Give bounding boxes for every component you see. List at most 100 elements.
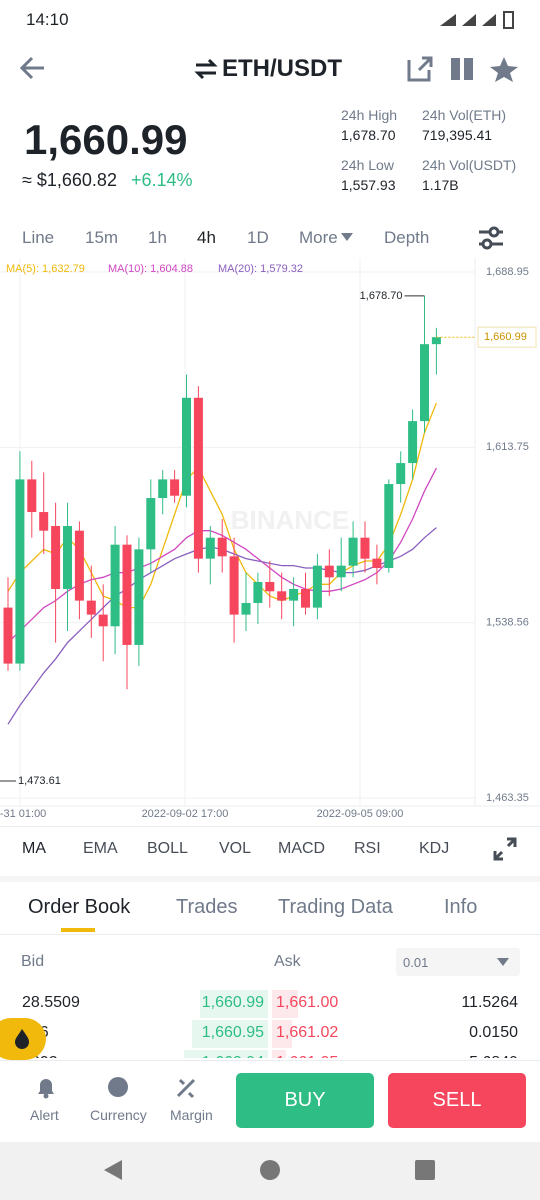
tab-indicator (61, 928, 95, 932)
candle-body (277, 591, 287, 601)
candle-body (372, 558, 382, 568)
candle-body (431, 337, 441, 345)
candle-body (193, 397, 203, 559)
status-time: 14:10 (26, 10, 69, 29)
candle-body (265, 581, 275, 592)
step-select[interactable]: 0.01 (396, 948, 520, 976)
candle-body (229, 556, 239, 615)
interval-tab[interactable]: More (299, 228, 338, 247)
legend-entry: MA(10): 1,604.88 (108, 263, 193, 275)
action-icons (38, 1077, 196, 1099)
book-tab[interactable]: Order Book (28, 896, 131, 918)
candle-body (253, 581, 263, 603)
ask-price: 1,661.02 (276, 1024, 339, 1041)
stat-label: 24h High (341, 107, 398, 123)
book-tab[interactable]: Trades (176, 896, 238, 918)
indicator-tab[interactable]: MACD (278, 840, 326, 857)
divider (0, 876, 540, 882)
y-tick-label: 1,613.75 (486, 441, 529, 453)
legend-entry: MA(20): 1,579.32 (218, 263, 303, 275)
fiat-price: ≈ $1,660.82 (22, 170, 117, 190)
nav-back[interactable] (104, 1160, 122, 1180)
indicator-tab[interactable]: KDJ (419, 840, 450, 857)
interval-tab[interactable]: Line (22, 228, 55, 247)
ask-price: 1,661.05 (276, 1054, 338, 1058)
sell-button[interactable]: SELL (388, 1073, 526, 1128)
swap-icon[interactable] (194, 58, 218, 80)
candle-body (134, 549, 144, 645)
ask-price: 1,661.00 (276, 994, 339, 1011)
nav-recent[interactable] (415, 1160, 435, 1180)
pair-title[interactable]: ETH/USDT (222, 55, 342, 82)
settings-icon[interactable] (476, 226, 506, 250)
x-tick-label: 2022-09-02 17:00 (142, 808, 229, 820)
ask-depth (272, 990, 298, 1018)
dropdown-arrow (341, 233, 353, 241)
current-price-label: 1,660.99 (484, 331, 527, 343)
candle-body (110, 544, 120, 627)
bid-header: Bid (21, 953, 45, 970)
fullscreen-icon[interactable] (492, 836, 518, 862)
bid-price: 1,660.94 (202, 1054, 264, 1058)
header-icons[interactable] (405, 54, 525, 84)
legend-entry: MA(5): 1,632.79 (6, 263, 85, 275)
nav-home[interactable] (260, 1160, 280, 1180)
ask-depth (272, 1020, 292, 1048)
ask-amount: 5.6849 (469, 1054, 518, 1058)
candle-body (146, 498, 156, 550)
candle-body (122, 544, 132, 645)
interval-tab[interactable]: 1D (247, 228, 269, 247)
margin-label[interactable]: Margin (170, 1107, 213, 1123)
stat-label: 24h Vol(USDT) (422, 157, 517, 173)
divider (0, 826, 540, 827)
bid-amount: 2202 (22, 1054, 58, 1058)
indicator-tab[interactable]: EMA (83, 840, 118, 857)
candle-body (408, 421, 418, 464)
status-icons (440, 11, 514, 29)
divider (0, 934, 540, 935)
back-button[interactable] (18, 54, 48, 82)
fire-button[interactable] (0, 1018, 46, 1060)
stat-value: 1.17B (422, 177, 459, 193)
ask-depth (272, 1050, 286, 1058)
candle-body (158, 479, 168, 499)
candle-body (348, 537, 358, 566)
indicator-tab[interactable]: MA (22, 840, 46, 857)
low-label: 1,473.61 (18, 775, 61, 787)
candle-body (98, 614, 108, 627)
candle-body (3, 607, 13, 664)
stat-value: 1,557.93 (341, 177, 396, 193)
bid-depth (200, 990, 268, 1018)
candle-body (51, 526, 61, 589)
indicator-tab[interactable]: BOLL (147, 840, 188, 857)
order-book: 28.55091,660.991,661.0011.52647161,660.9… (0, 986, 540, 1058)
bid-depth (184, 1050, 268, 1058)
candle-body (217, 537, 227, 557)
book-tab[interactable]: Info (444, 896, 478, 918)
x-tick-label: 2022-09-05 09:00 (317, 808, 404, 820)
ask-amount: 11.5264 (461, 994, 518, 1011)
y-tick-label: 1,463.35 (486, 792, 529, 804)
current-price-box (477, 326, 537, 348)
price-change: +6.14% (131, 170, 193, 190)
candle-body (396, 463, 406, 485)
last-price: 1,660.99 (24, 116, 188, 163)
interval-tab[interactable]: 1h (148, 228, 167, 247)
stat-label: 24h Vol(ETH) (422, 107, 507, 123)
interval-tab[interactable]: 15m (85, 228, 119, 247)
candlestick-chart: 1,688.95 1,613.75 1,538.56 1,463.35 8-31 01:… (0, 258, 540, 820)
buy-button[interactable]: BUY (236, 1073, 374, 1128)
currency-label[interactable]: Currency (90, 1107, 147, 1123)
stat-value: 719,395.41 (422, 127, 493, 143)
indicator-tab[interactable]: VOL (219, 840, 252, 857)
alert-label[interactable]: Alert (30, 1107, 59, 1123)
candle-body (360, 537, 370, 559)
interval-tab[interactable]: 4h (197, 228, 216, 247)
interval-tab[interactable]: Depth (384, 228, 430, 247)
candle-body (301, 588, 310, 608)
ask-amount: 0.0150 (469, 1024, 518, 1041)
book-tab[interactable]: Trading Data (278, 896, 393, 918)
x-tick-label: 8-31 01:00 (0, 808, 46, 820)
stat-value: 1,678.70 (341, 127, 396, 143)
indicator-tab[interactable]: RSI (354, 840, 381, 857)
